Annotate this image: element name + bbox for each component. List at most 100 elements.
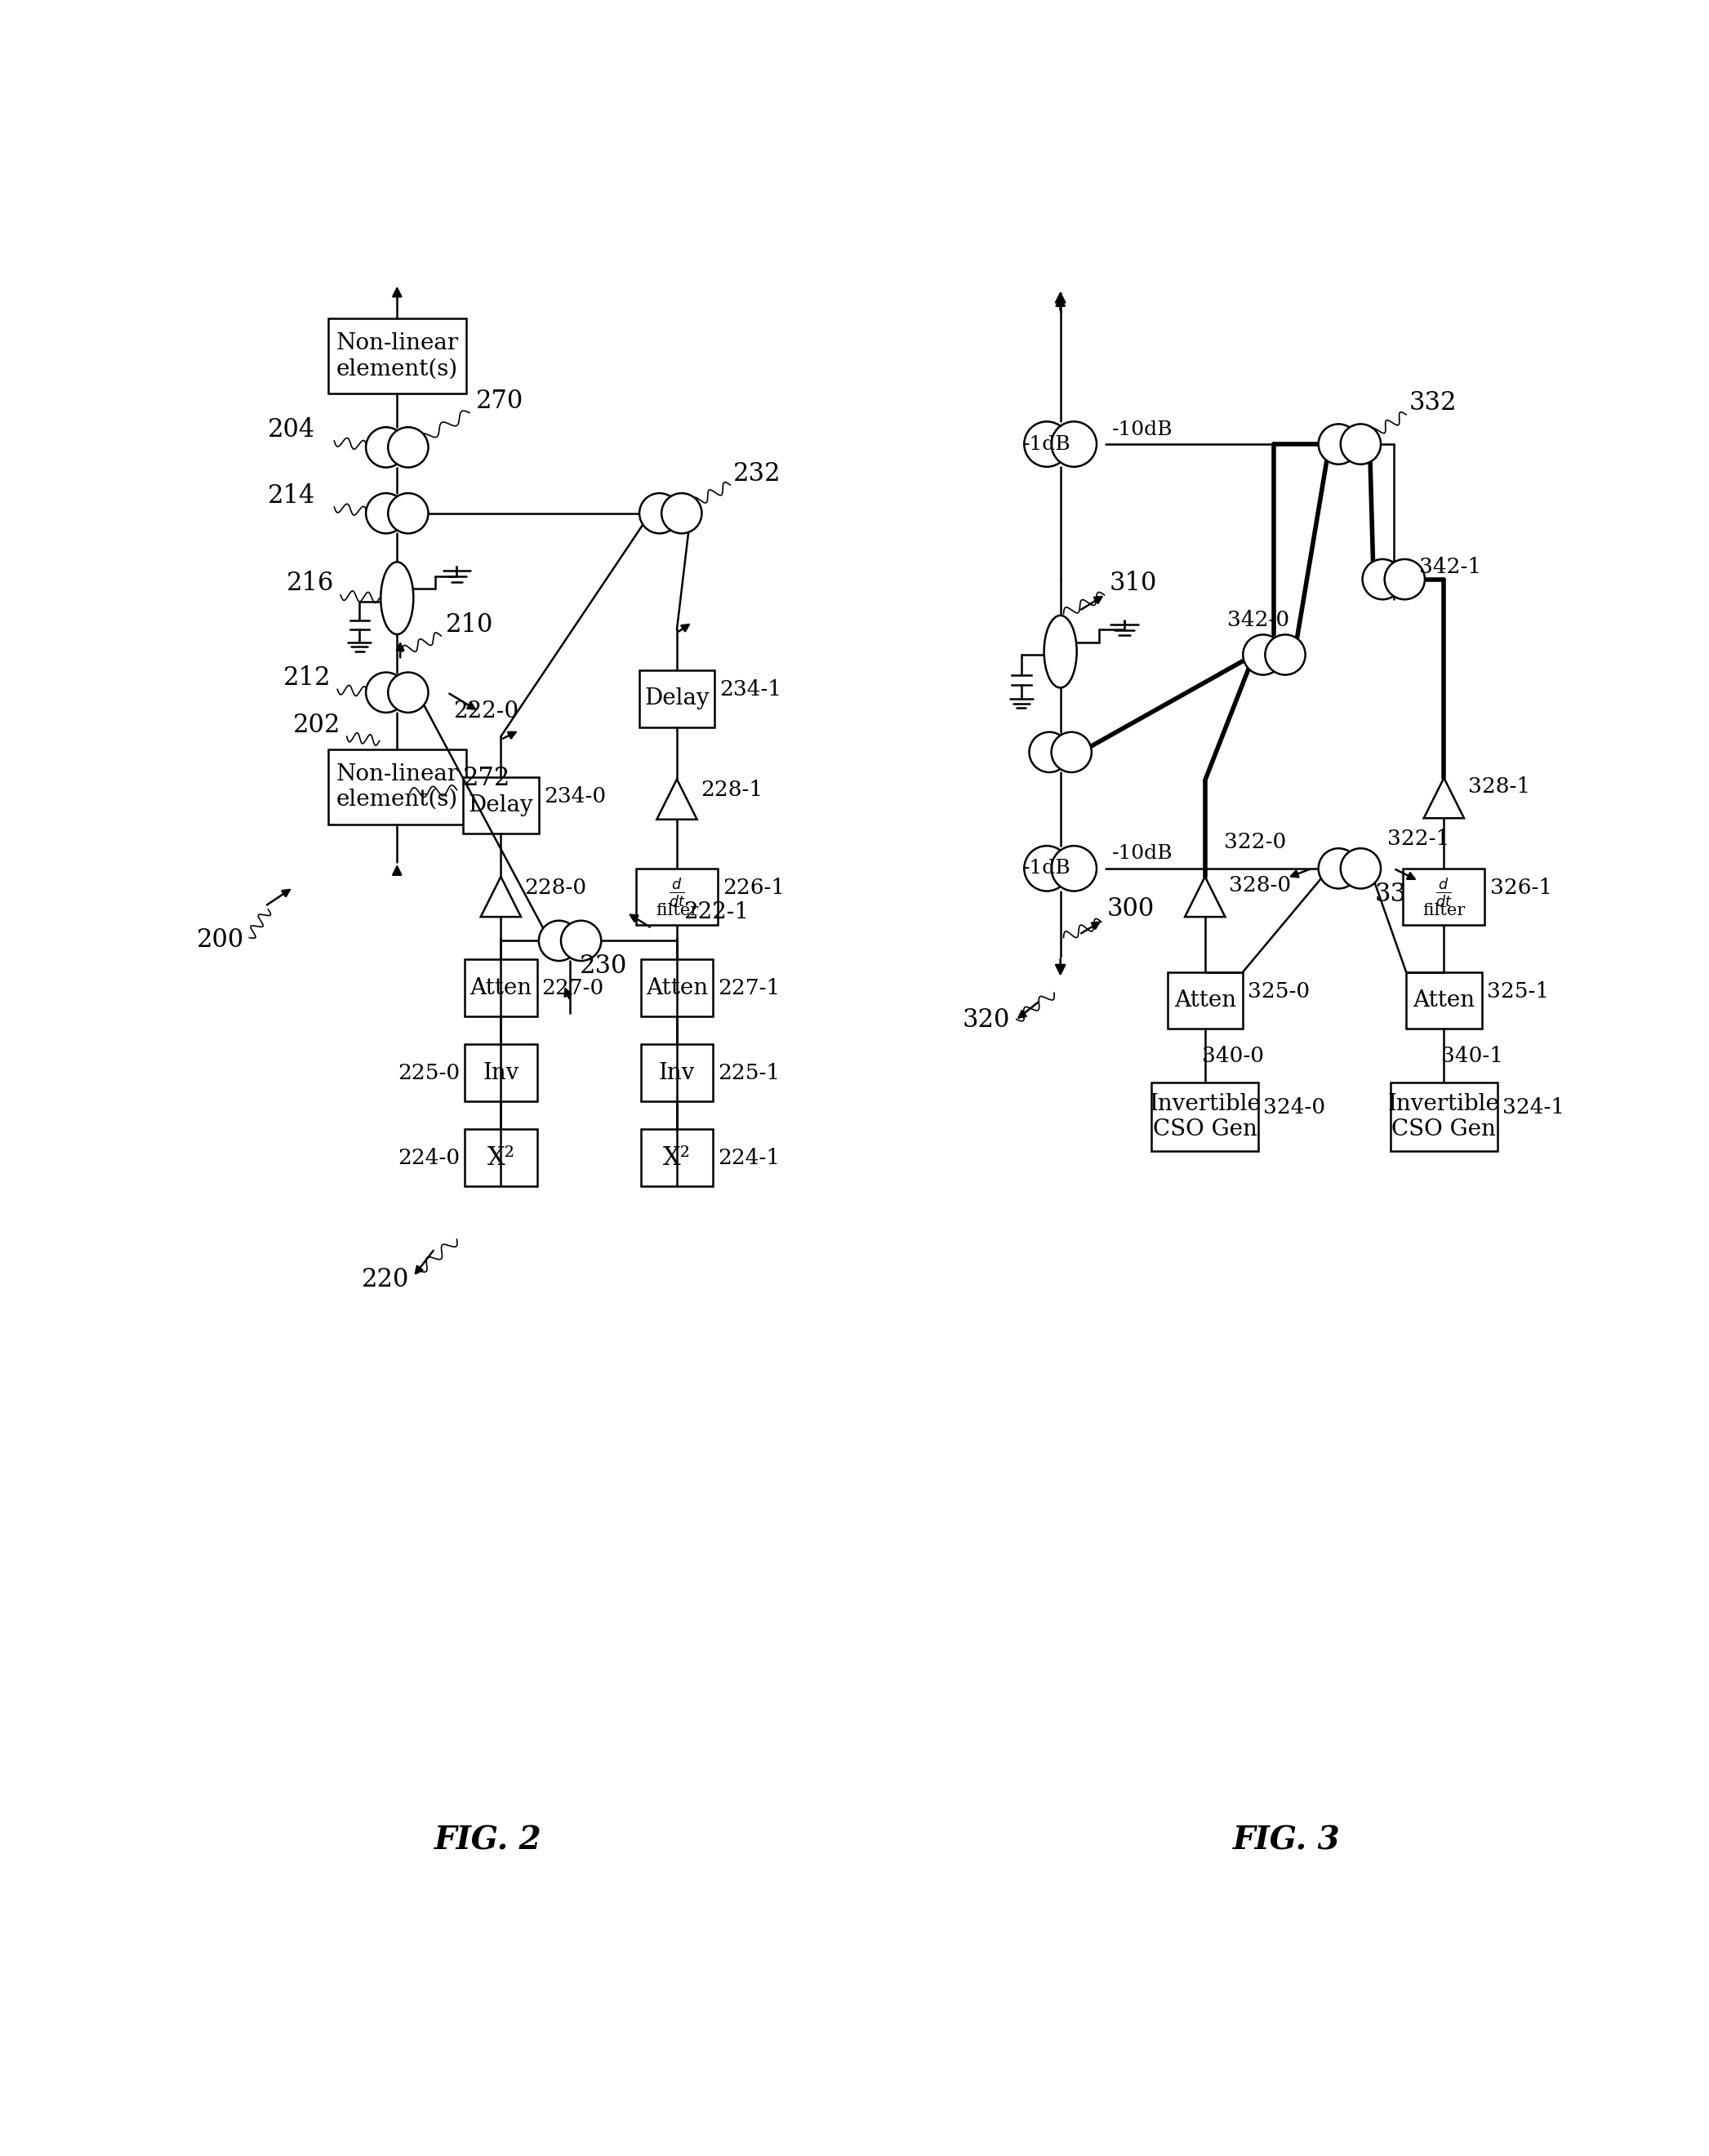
Bar — [1391, 1082, 1497, 1151]
Text: Delay: Delay — [644, 688, 709, 709]
Circle shape — [1340, 425, 1381, 464]
Text: 324-0: 324-0 — [1263, 1097, 1326, 1117]
Bar — [641, 959, 713, 1015]
Text: Invertible
CSO Gen: Invertible CSO Gen — [1148, 1093, 1261, 1141]
Circle shape — [1051, 423, 1097, 468]
Circle shape — [1318, 847, 1359, 888]
Text: 224-1: 224-1 — [718, 1147, 779, 1169]
Text: 212: 212 — [284, 666, 332, 690]
Circle shape — [388, 673, 429, 714]
Text: Atten: Atten — [1413, 990, 1475, 1011]
Ellipse shape — [381, 563, 414, 634]
Circle shape — [1362, 558, 1403, 599]
Text: X²: X² — [663, 1145, 690, 1171]
Text: 324-1: 324-1 — [1502, 1097, 1564, 1117]
Text: 325-1: 325-1 — [1487, 981, 1548, 1000]
Circle shape — [1242, 634, 1283, 675]
Text: 202: 202 — [292, 711, 340, 737]
Text: 216: 216 — [287, 571, 335, 597]
Text: 214: 214 — [268, 483, 316, 509]
Polygon shape — [480, 877, 521, 916]
Circle shape — [366, 673, 407, 714]
Text: -1dB: -1dB — [1024, 858, 1072, 877]
Text: -1dB: -1dB — [1024, 436, 1072, 453]
Text: 224-0: 224-0 — [398, 1147, 460, 1169]
Text: 310: 310 — [1109, 571, 1157, 597]
Text: 204: 204 — [268, 416, 316, 442]
Text: 320: 320 — [962, 1007, 1010, 1033]
Text: 328-1: 328-1 — [1468, 776, 1530, 798]
Text: 228-1: 228-1 — [701, 780, 762, 800]
Text: 234-0: 234-0 — [543, 787, 605, 806]
Bar — [465, 1044, 537, 1102]
Text: 200: 200 — [197, 927, 244, 953]
Polygon shape — [1424, 778, 1465, 817]
Text: 270: 270 — [475, 388, 523, 414]
Text: 300: 300 — [1107, 897, 1155, 923]
Text: 227-1: 227-1 — [718, 979, 779, 998]
Circle shape — [661, 494, 702, 533]
Text: 342-0: 342-0 — [1227, 610, 1290, 630]
Text: Non-linear
element(s): Non-linear element(s) — [335, 332, 458, 379]
Text: 272: 272 — [463, 765, 511, 791]
Circle shape — [388, 427, 429, 468]
Circle shape — [1384, 558, 1425, 599]
Circle shape — [1029, 733, 1070, 772]
Bar — [1152, 1082, 1258, 1151]
Text: 222-1: 222-1 — [684, 901, 749, 923]
Text: FIG. 3: FIG. 3 — [1232, 1824, 1340, 1856]
Bar — [641, 1044, 713, 1102]
Circle shape — [388, 494, 429, 533]
Circle shape — [561, 921, 602, 962]
Bar — [1167, 972, 1242, 1028]
Circle shape — [1318, 425, 1359, 464]
Bar — [641, 1130, 713, 1186]
Text: -10dB: -10dB — [1113, 845, 1172, 862]
Text: 332: 332 — [1410, 390, 1458, 416]
Circle shape — [366, 494, 407, 533]
Text: FIG. 2: FIG. 2 — [434, 1824, 542, 1856]
Bar — [639, 671, 714, 727]
Circle shape — [1340, 847, 1381, 888]
Text: 222-0: 222-0 — [453, 701, 520, 722]
Text: 330: 330 — [1374, 882, 1422, 908]
Text: Inv: Inv — [658, 1061, 696, 1084]
Text: 326-1: 326-1 — [1490, 877, 1552, 897]
Text: 342-1: 342-1 — [1418, 556, 1482, 578]
Text: 322-0: 322-0 — [1224, 832, 1287, 852]
Text: Atten: Atten — [1174, 990, 1236, 1011]
Text: 234-1: 234-1 — [719, 679, 781, 701]
Circle shape — [1265, 634, 1306, 675]
Text: filter: filter — [656, 903, 699, 918]
Text: Inv: Inv — [482, 1061, 520, 1084]
Bar — [636, 869, 718, 925]
Bar — [463, 778, 538, 834]
Circle shape — [639, 494, 680, 533]
Text: 226-1: 226-1 — [723, 877, 784, 897]
Bar — [465, 1130, 537, 1186]
Bar — [1407, 972, 1482, 1028]
Text: 340-0: 340-0 — [1201, 1046, 1265, 1067]
Text: 328-0: 328-0 — [1229, 875, 1290, 895]
Text: Atten: Atten — [646, 977, 708, 998]
Text: 322-1: 322-1 — [1388, 828, 1449, 849]
Circle shape — [538, 921, 579, 962]
Polygon shape — [656, 778, 697, 819]
Text: 227-0: 227-0 — [542, 979, 603, 998]
Circle shape — [1024, 423, 1070, 468]
Text: 225-1: 225-1 — [718, 1063, 779, 1082]
Text: 340-1: 340-1 — [1441, 1046, 1502, 1067]
Text: 220: 220 — [362, 1268, 410, 1291]
Bar — [328, 748, 467, 824]
Text: Atten: Atten — [470, 977, 531, 998]
Text: 225-0: 225-0 — [398, 1063, 460, 1082]
Bar — [465, 959, 537, 1015]
Text: 228-0: 228-0 — [525, 877, 586, 897]
Text: Non-linear
element(s): Non-linear element(s) — [335, 763, 458, 811]
Text: Delay: Delay — [468, 796, 533, 817]
Circle shape — [1051, 845, 1097, 890]
Text: 210: 210 — [446, 612, 494, 638]
Text: Invertible
CSO Gen: Invertible CSO Gen — [1388, 1093, 1501, 1141]
Text: 230: 230 — [579, 953, 627, 979]
Polygon shape — [1184, 877, 1225, 916]
